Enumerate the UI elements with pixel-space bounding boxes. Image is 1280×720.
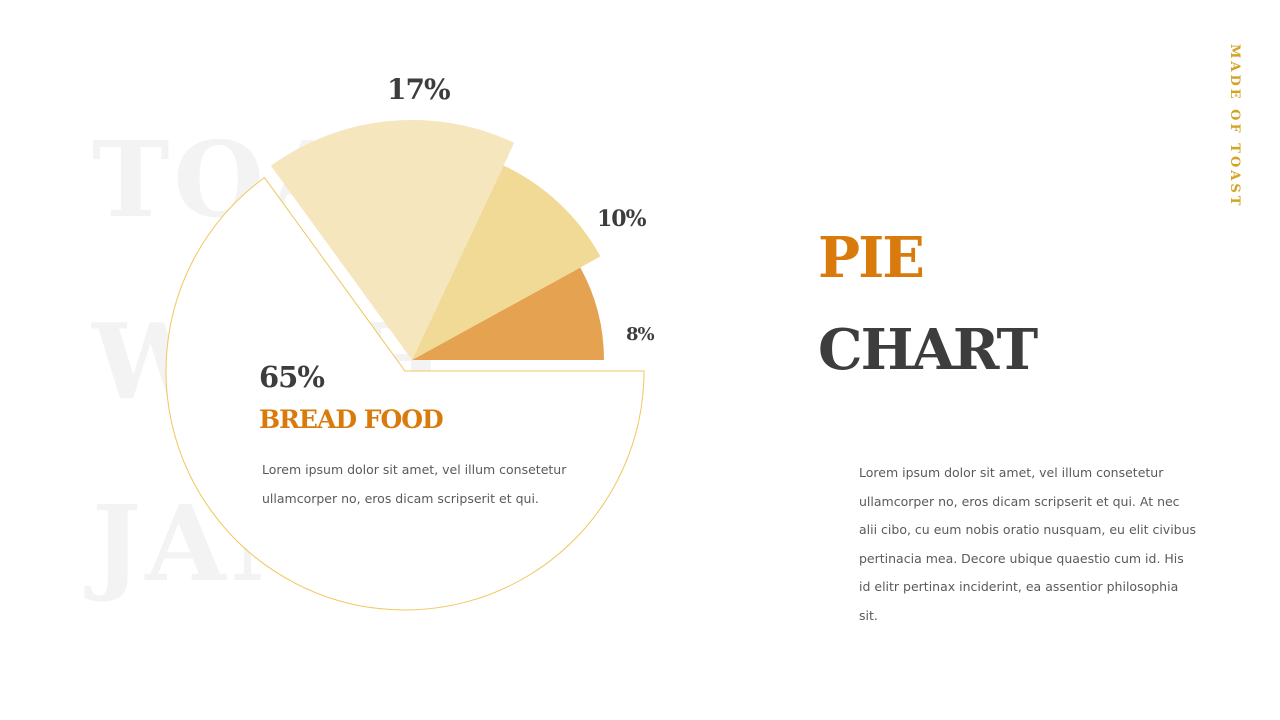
highlight-text: Lorem ipsum dolor sit amet, vel illum co… xyxy=(262,462,567,506)
slice-label-8: 8% xyxy=(626,324,655,345)
title-line-2: CHART xyxy=(818,317,1038,383)
side-label: MADE OF TOAST xyxy=(1227,44,1242,209)
slice-label-65: 65% xyxy=(259,360,325,394)
pie-slice-8 xyxy=(412,267,605,360)
pie-slice-17 xyxy=(270,119,515,360)
slice-label-17: 17% xyxy=(387,73,451,106)
description-text: Lorem ipsum dolor sit amet, vel illum co… xyxy=(859,465,1197,623)
bread-food-label: BREAD FOOD xyxy=(259,405,444,434)
pie-slice-65 xyxy=(165,176,645,611)
title-line-1: PIE xyxy=(818,225,925,291)
pie-slice-10 xyxy=(412,165,601,360)
slice-label-10: 10% xyxy=(597,206,647,232)
